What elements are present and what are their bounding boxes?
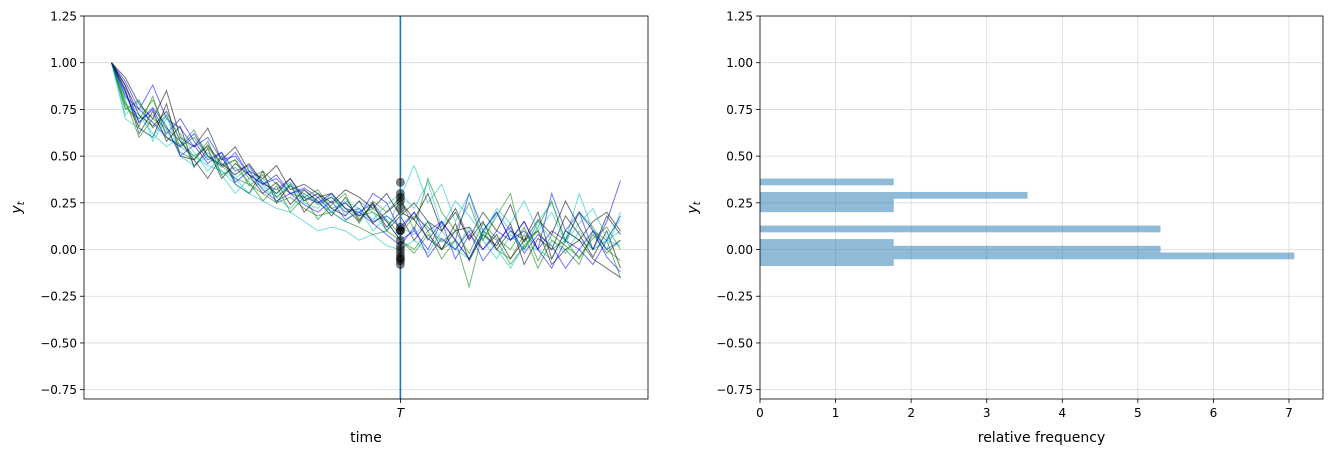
right-y-ticks: −0.75 −0.50 −0.25 0.00 0.25 0.50 0.75 1.00 1.25 xyxy=(716,10,760,397)
left-y-tick-label: 1.25 xyxy=(50,10,77,24)
left-y-tick-label: 1.00 xyxy=(50,56,77,70)
left-y-tick-label: −0.25 xyxy=(40,290,77,304)
right-y-tick-label: 1.00 xyxy=(726,56,753,70)
histogram-bar xyxy=(760,191,1028,199)
right-x-tick-label: 5 xyxy=(1134,406,1142,420)
sample-paths xyxy=(111,62,621,289)
terminal-points xyxy=(395,177,405,269)
right-x-tick-label: 4 xyxy=(1058,406,1066,420)
histogram-panel: −0.75−0.50−0.250.000.250.500.751.001.25 … xyxy=(685,10,1324,446)
right-y-tick-label: 0.00 xyxy=(726,243,753,257)
right-y-tick-label: 0.25 xyxy=(726,196,753,210)
left-y-axis-label: yt xyxy=(9,200,27,214)
histogram-bar xyxy=(760,252,1295,260)
histogram-bar xyxy=(760,198,894,206)
right-y-tick-label: 0.50 xyxy=(726,150,753,164)
right-y-tick-label: −0.75 xyxy=(716,383,753,397)
right-y-tick-label: −0.50 xyxy=(716,336,753,350)
left-y-tick-label: 0.50 xyxy=(50,150,77,164)
terminal-point xyxy=(395,203,405,213)
left-y-tick-label: −0.50 xyxy=(40,336,77,350)
left-y-tick-label: −0.75 xyxy=(40,383,77,397)
right-x-axis-label: relative frequency xyxy=(978,430,1105,446)
sample-path-line xyxy=(111,62,621,273)
left-y-tick-label: 0.25 xyxy=(50,196,77,210)
terminal-point xyxy=(395,259,405,269)
sample-path-line xyxy=(111,62,621,260)
left-axes-frame xyxy=(83,15,649,400)
right-x-tick-label: 6 xyxy=(1210,406,1218,420)
sample-path-line xyxy=(111,62,621,261)
terminal-point xyxy=(395,226,405,236)
right-y-tick-label: −0.25 xyxy=(716,290,753,304)
left-x-ticks: T xyxy=(397,399,406,420)
sample-path-line xyxy=(111,62,621,270)
sample-path-line xyxy=(111,62,621,244)
right-x-tick-label: 2 xyxy=(907,406,915,420)
sample-path-line xyxy=(111,62,621,266)
left-x-tick-label: T xyxy=(397,406,406,420)
sample-path-line xyxy=(111,62,621,251)
right-x-ticks: 0 1 2 3 4 5 6 7 xyxy=(756,399,1293,420)
histogram-bar xyxy=(760,239,894,246)
histogram-bars xyxy=(760,178,1295,266)
right-y-tick-label: 0.75 xyxy=(726,103,753,117)
histogram-bar xyxy=(760,259,894,266)
terminal-point xyxy=(395,177,405,187)
left-y-ticks: −0.75 −0.50 −0.25 0.00 0.25 0.50 0.75 1.00 1.25 xyxy=(40,10,84,397)
sample-path-line xyxy=(111,62,621,278)
sample-path-line xyxy=(111,62,621,270)
left-x-axis-label: time xyxy=(350,430,382,446)
terminal-point xyxy=(395,196,405,206)
right-x-tick-label: 1 xyxy=(832,406,840,420)
right-axes-frame xyxy=(759,15,1324,400)
right-x-tick-label: 0 xyxy=(756,406,764,420)
right-x-tick-label: 7 xyxy=(1285,406,1293,420)
right-x-tick-label: 3 xyxy=(983,406,991,420)
histogram-bar xyxy=(760,178,894,186)
histogram-bar xyxy=(760,225,1161,233)
histogram-bar xyxy=(760,205,894,213)
histogram-bar xyxy=(760,245,1161,253)
right-y-tick-label: 1.25 xyxy=(726,10,753,24)
left-y-tick-label: 0.00 xyxy=(50,243,77,257)
time-series-panel: −0.75−0.50−0.250.000.250.500.751.001.25 … xyxy=(9,10,649,446)
right-y-axis-label: yt xyxy=(685,200,703,214)
left-y-tick-label: 0.75 xyxy=(50,103,77,117)
